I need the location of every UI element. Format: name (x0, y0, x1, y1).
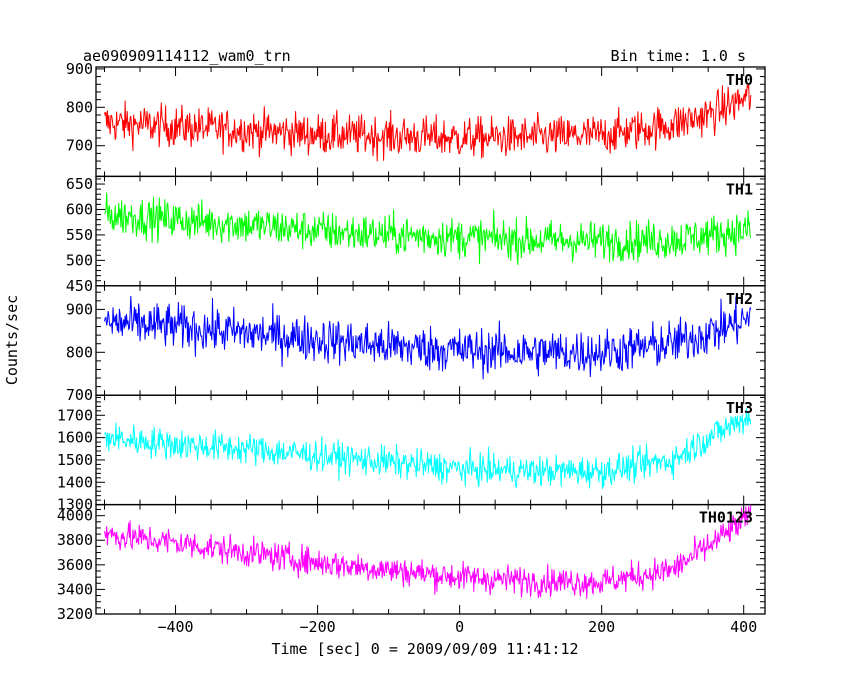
y-tick-label: 1600 (57, 429, 93, 447)
chart-title: ae090909114112_wam0_trn (83, 47, 291, 65)
y-tick-label: 550 (66, 226, 93, 244)
y-tick-label: 1400 (57, 473, 93, 491)
y-tick-label: 700 (66, 386, 93, 404)
y-tick-label: 3600 (57, 556, 93, 574)
series-line-th2 (104, 295, 752, 380)
series-label-th0123: TH0123 (699, 509, 753, 527)
y-tick-label: 1500 (57, 451, 93, 469)
series-label-th0: TH0 (726, 71, 753, 89)
series-line-th0 (104, 83, 752, 162)
panel-frame-th0 (95, 66, 766, 178)
y-axis-label: Counts/sec (3, 295, 21, 385)
y-tick-label: 1300 (57, 496, 93, 514)
panel-frame-th1 (95, 175, 766, 287)
y-tick-label: 4000 (57, 507, 93, 525)
x-tick-label: 400 (730, 618, 757, 636)
y-tick-label: 900 (66, 300, 93, 318)
series-label-th3: TH3 (726, 399, 753, 417)
y-tick-label: 1700 (57, 406, 93, 424)
x-tick-label: 200 (588, 618, 615, 636)
series-line-th3 (104, 408, 752, 490)
y-tick-label: 900 (66, 60, 93, 78)
y-tick-label: 500 (66, 251, 93, 269)
x-axis-label: Time [sec] 0 = 2009/09/09 11:41:12 (271, 640, 578, 658)
series-line-th0123 (104, 504, 752, 599)
y-tick-label: 700 (66, 137, 93, 155)
y-tick-label: 600 (66, 200, 93, 218)
y-tick-label: 800 (66, 98, 93, 116)
x-tick-label: −200 (300, 618, 336, 636)
x-tick-label: −400 (157, 618, 193, 636)
y-tick-label: 450 (66, 277, 93, 295)
y-tick-label: 3200 (57, 605, 93, 623)
bin-time-label: Bin time: 1.0 s (611, 47, 746, 65)
panel-frame-th3 (95, 394, 766, 506)
series-label-th2: TH2 (726, 290, 753, 308)
series-line-th1 (104, 192, 752, 265)
y-tick-label: 650 (66, 175, 93, 193)
x-tick-label: 0 (455, 618, 464, 636)
panel-frame-th0123 (95, 503, 766, 615)
series-label-th1: TH1 (726, 180, 753, 198)
y-tick-label: 3800 (57, 531, 93, 549)
y-tick-label: 800 (66, 343, 93, 361)
panels: 700 800 900 TH0 450 500 550 600 650 TH1 700 800 900 T… (57, 60, 766, 636)
y-tick-label: 3400 (57, 580, 93, 598)
